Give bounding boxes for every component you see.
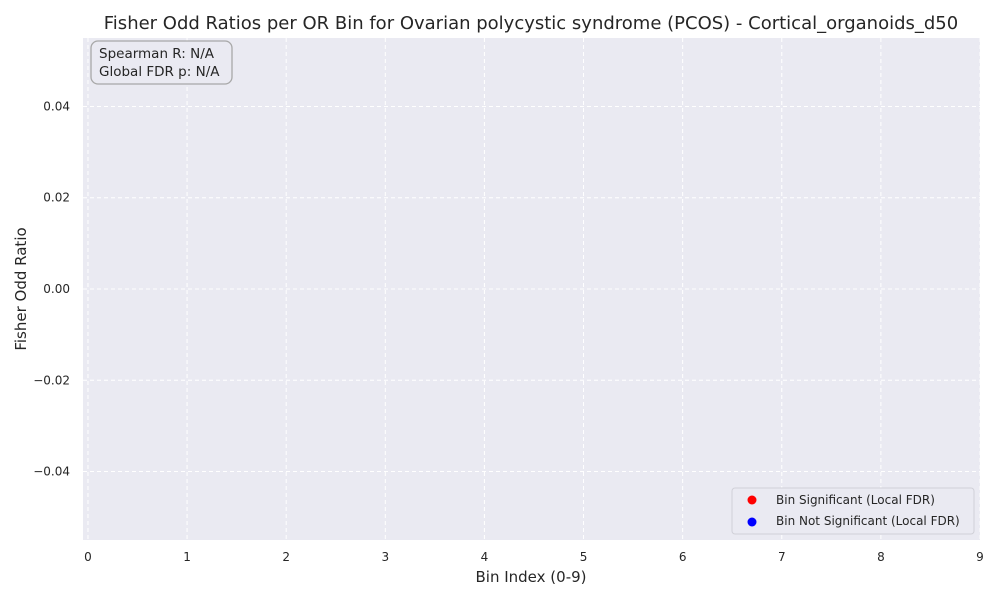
x-tick-label: 1 xyxy=(183,550,191,564)
legend-label-not-significant: Bin Not Significant (Local FDR) xyxy=(776,514,960,528)
legend: Bin Significant (Local FDR) Bin Not Sign… xyxy=(731,487,975,535)
x-tick-label: 2 xyxy=(282,550,290,564)
y-tick-label: −0.02 xyxy=(33,373,70,387)
legend-marker-not-significant xyxy=(747,517,757,527)
chart-title: Fisher Odd Ratios per OR Bin for Ovarian… xyxy=(104,13,958,34)
spearman-text: Spearman R: N/A xyxy=(99,46,215,62)
x-tick-label: 4 xyxy=(481,550,489,564)
y-tick-label: 0.00 xyxy=(43,282,70,296)
ticks: 0 1 2 3 4 5 6 7 8 9 0.04 0.02 0.00 −0.02 −0.04 xyxy=(33,99,984,564)
legend-box xyxy=(731,487,975,535)
y-tick-label: 0.04 xyxy=(43,99,70,113)
x-tick-label: 3 xyxy=(381,550,389,564)
x-tick-label: 8 xyxy=(877,550,885,564)
x-tick-label: 6 xyxy=(679,550,687,564)
x-tick-label: 5 xyxy=(580,550,588,564)
x-axis-label: Bin Index (0-9) xyxy=(476,568,587,586)
x-tick-label: 7 xyxy=(778,550,786,564)
y-tick-label: −0.04 xyxy=(33,465,70,479)
legend-label-significant: Bin Significant (Local FDR) xyxy=(776,493,935,507)
stats-annotation-box xyxy=(90,40,233,85)
x-tick-label: 9 xyxy=(976,550,984,564)
legend-marker-significant xyxy=(747,495,757,505)
global-fdr-text: Global FDR p: N/A xyxy=(99,64,220,80)
y-axis-label: Fisher Odd Ratio xyxy=(12,227,30,350)
y-tick-label: 0.02 xyxy=(43,191,70,205)
stats-annotation: Spearman R: N/A Global FDR p: N/A xyxy=(90,40,233,85)
grid xyxy=(83,38,981,540)
x-tick-label: 0 xyxy=(84,550,92,564)
